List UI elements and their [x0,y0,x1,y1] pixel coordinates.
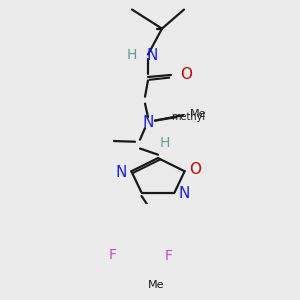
Text: O: O [189,162,201,177]
Text: O: O [180,68,192,82]
Text: N: N [179,187,190,202]
Text: N: N [116,165,127,180]
Text: N: N [146,48,158,63]
Text: Me: Me [148,280,165,290]
Text: N: N [142,115,154,130]
Text: F: F [164,249,172,263]
Text: H: H [160,136,170,150]
Text: Me: Me [190,109,206,119]
Text: methyl: methyl [171,112,205,122]
Text: F: F [109,248,117,262]
Text: H: H [127,48,137,62]
